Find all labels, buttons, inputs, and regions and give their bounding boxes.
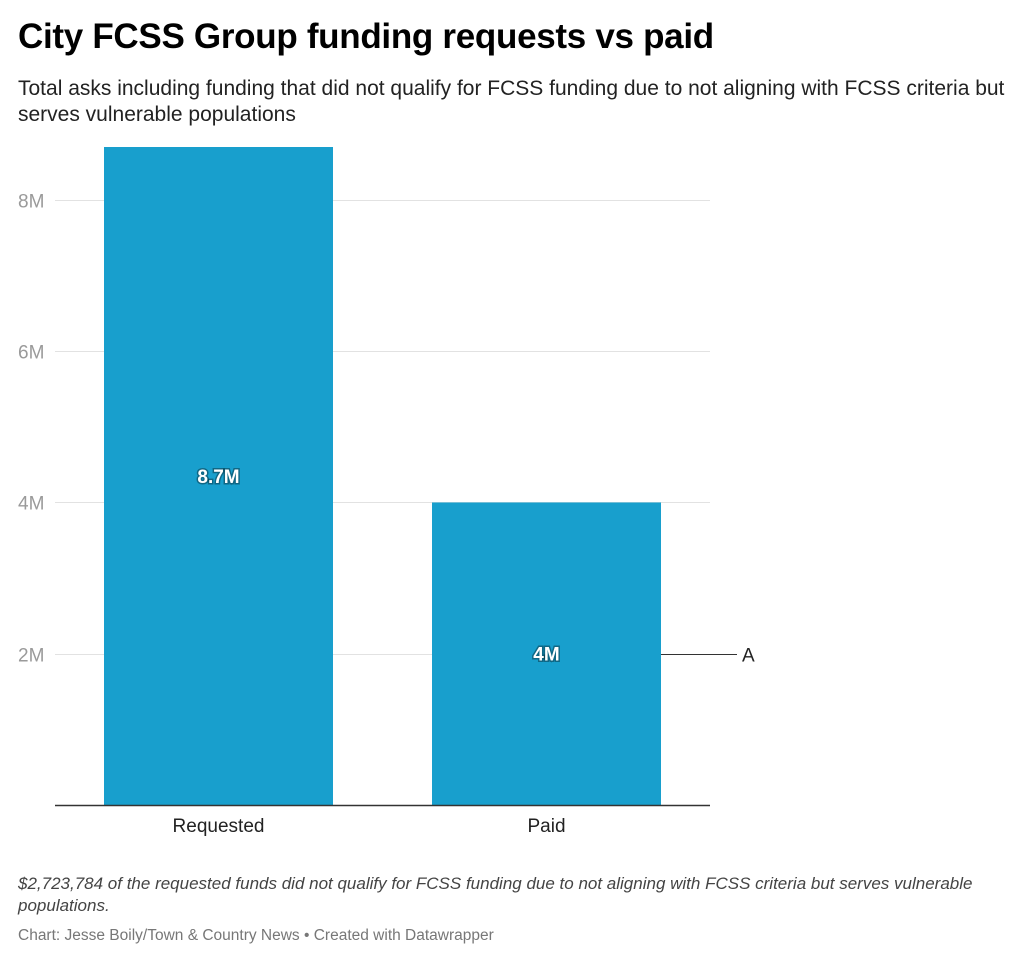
chart-title: City FCSS Group funding requests vs paid bbox=[18, 17, 714, 56]
y-tick-label: 2M bbox=[18, 646, 44, 667]
y-tick-label: 8M bbox=[18, 192, 44, 213]
data-labels: 8.7M 4M bbox=[196, 466, 561, 668]
annotation-label: A bbox=[742, 646, 755, 667]
annotations: A bbox=[661, 646, 755, 667]
x-axis-labels: Requested Paid bbox=[173, 816, 566, 837]
bar-data-label: 8.7M bbox=[197, 467, 239, 488]
y-tick-label: 4M bbox=[18, 494, 44, 515]
y-axis-ticks: 2M 4M 6M 8M bbox=[18, 192, 44, 667]
chart-credit: Chart: Jesse Boily/Town & Country News •… bbox=[18, 927, 494, 944]
x-category-label: Paid bbox=[527, 816, 565, 837]
x-category-label: Requested bbox=[173, 816, 265, 837]
bar bbox=[432, 502, 661, 805]
y-tick-label: 6M bbox=[18, 343, 44, 364]
bar bbox=[104, 147, 333, 805]
chart-subtitle: Total asks including funding that did no… bbox=[18, 77, 1005, 126]
bars bbox=[104, 147, 661, 805]
chart-notes: $2,723,784 of the requested funds did no… bbox=[18, 874, 973, 915]
bar-data-label: 4M bbox=[533, 645, 559, 666]
